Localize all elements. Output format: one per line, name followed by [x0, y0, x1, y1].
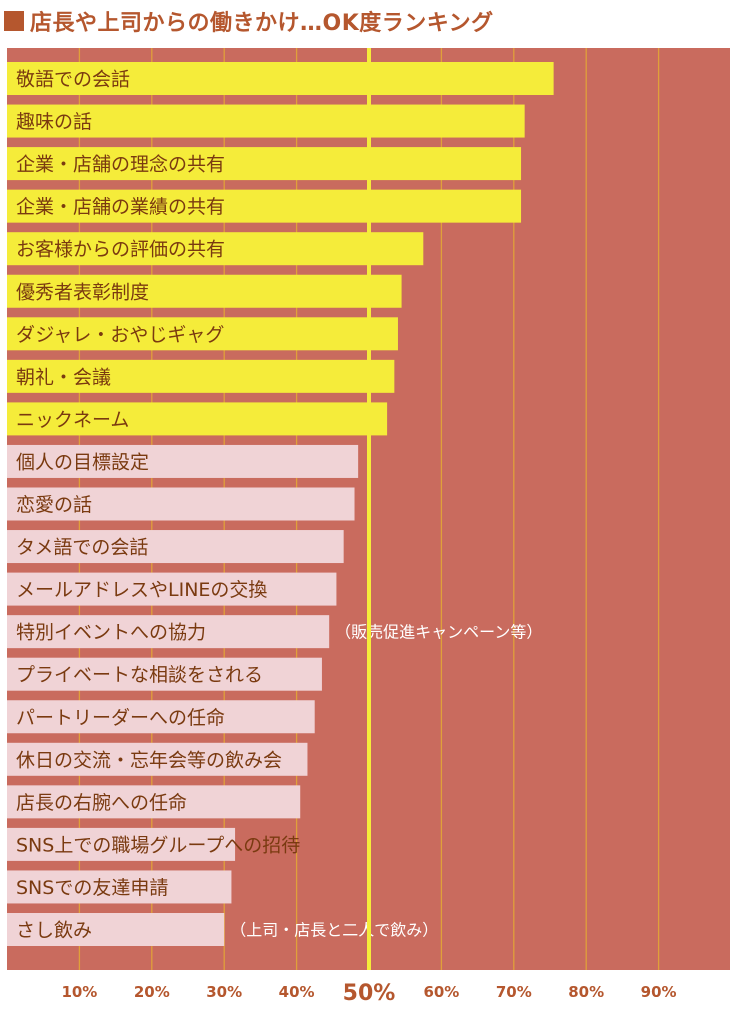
bar-label-6: ダジャレ・おやじギャグ	[16, 324, 224, 346]
bar-label-0: 敬語での会話	[16, 69, 130, 91]
bar-18	[7, 827, 236, 861]
bar-11	[7, 530, 344, 564]
bar-14	[7, 657, 322, 691]
bar-label-13: 特別イベントへの協力	[16, 622, 206, 644]
bar-label-20: さし飲み	[16, 920, 92, 942]
bar-label-16: 休日の交流・忘年会等の飲み会	[16, 749, 282, 771]
bar-label-11: タメ語での会話	[16, 537, 148, 559]
x-tick-label-40: 40%	[279, 983, 315, 1001]
x-tick-label-50: 50%	[343, 981, 396, 1006]
x-tick-label-70: 70%	[496, 983, 532, 1001]
bar-6	[7, 317, 398, 351]
bar-13	[7, 615, 330, 649]
bar-16	[7, 742, 308, 776]
bar-label-2: 企業・店舗の理念の共有	[16, 153, 225, 176]
bar-12	[7, 572, 337, 606]
bar-label-1: 趣味の話	[16, 111, 92, 133]
bar-1	[7, 104, 525, 138]
x-tick-label-10: 10%	[61, 983, 97, 1001]
x-tick-label-80: 80%	[568, 983, 604, 1001]
x-tick-label-60: 60%	[423, 983, 459, 1001]
bar-label-7: 朝礼・会議	[16, 366, 111, 388]
bar-4	[7, 232, 424, 266]
bar-3	[7, 189, 522, 223]
bar-note-13: （販売促進キャンペーン等）	[335, 623, 542, 642]
bar-label-18: SNS上での職場グループへの招待	[16, 834, 300, 856]
bar-notes: （販売促進キャンペーン等） （上司・店長と二人で飲み）	[230, 623, 542, 940]
bar-label-10: 恋愛の話	[16, 494, 92, 516]
x-axis-ticks: 10% 20% 30% 40% 50% 60% 70% 80% 90%	[61, 981, 676, 1006]
bar-label-17: 店長の右腕への任命	[16, 792, 187, 814]
bar-label-9: 個人の目標設定	[16, 451, 149, 473]
bar-19	[7, 870, 232, 904]
x-tick-label-20: 20%	[134, 983, 170, 1001]
bar-label-19: SNSでの友達申請	[16, 877, 168, 899]
bar-label-8: ニックネーム	[16, 409, 129, 431]
bar-label-15: パートリーダーへの任命	[16, 707, 225, 729]
bar-7	[7, 359, 395, 393]
title-square-icon	[4, 11, 24, 31]
bar-label-14: プライベートな相談をされる	[16, 664, 263, 686]
bar-2	[7, 147, 522, 181]
bar-label-3: 企業・店舗の業績の共有	[16, 196, 225, 218]
x-tick-label-90: 90%	[641, 983, 677, 1001]
x-tick-label-30: 30%	[206, 983, 242, 1001]
bar-8	[7, 402, 388, 436]
bar-label-12: メールアドレスやLINEの交換	[16, 579, 267, 601]
bar-10	[7, 487, 355, 521]
bar-0	[7, 62, 554, 95]
bar-label-5: 優秀者表彰制度	[16, 281, 149, 303]
bar-17	[7, 785, 301, 819]
bars	[7, 62, 554, 946]
bar-15	[7, 700, 315, 734]
bar-5	[7, 274, 402, 308]
chart-title: 店長や上司からの働きかけ…OK度ランキング	[4, 4, 494, 38]
bar-label-4: お客様からの評価の共有	[16, 239, 225, 261]
bar-labels: 敬語での会話趣味の話企業・店舗の理念の共有企業・店舗の業績の共有お客様からの評価…	[16, 69, 300, 942]
bar-note-20: （上司・店長と二人で飲み）	[230, 921, 438, 940]
bar-20	[7, 913, 225, 946]
chart-title-text: 店長や上司からの働きかけ…OK度ランキング	[30, 11, 494, 36]
bar-9	[7, 444, 359, 478]
